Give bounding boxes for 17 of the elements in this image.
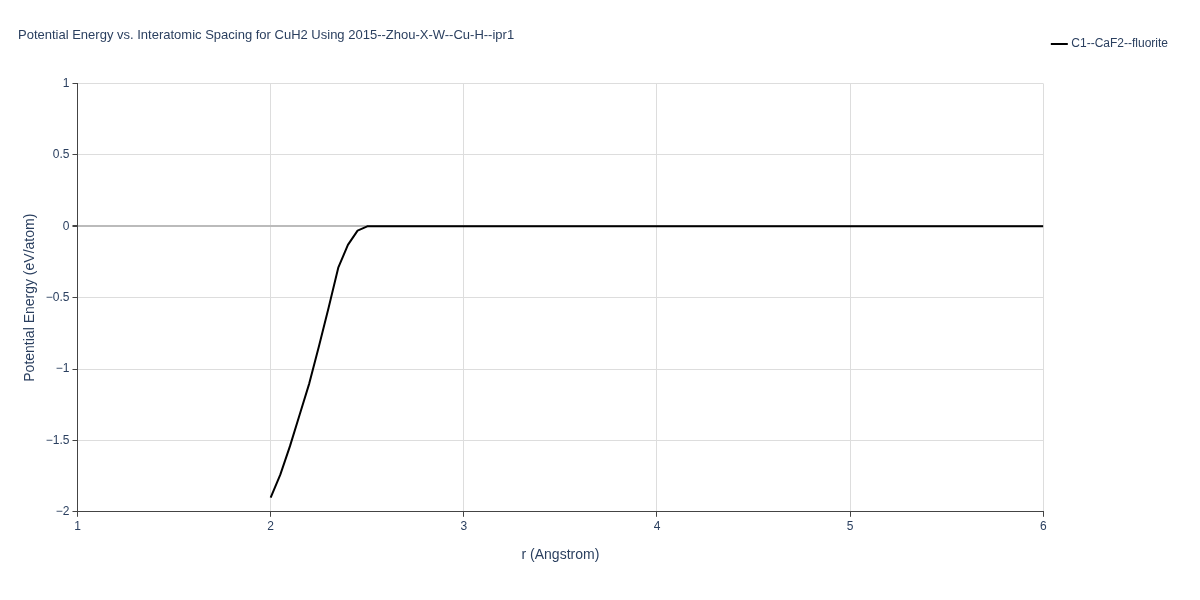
- y-tick-label: −2: [55, 504, 70, 519]
- x-tick-label: 1: [74, 519, 82, 534]
- x-axis-title: r (Angstrom): [521, 546, 600, 563]
- y-tick-label: 0.5: [52, 147, 70, 162]
- y-tick-label: −1.5: [45, 432, 70, 447]
- legend-label: C1--CaF2--fluorite: [1071, 36, 1169, 51]
- x-tick-label: 4: [653, 519, 661, 534]
- x-tick-label: 5: [846, 519, 854, 534]
- y-tick-label: −1: [55, 361, 70, 376]
- x-tick-label: 2: [267, 519, 275, 534]
- y-tick-label: −0.5: [45, 290, 70, 305]
- x-tick-label: 3: [460, 519, 468, 534]
- y-tick-label: 1: [62, 75, 70, 90]
- x-tick-label: 6: [1039, 519, 1047, 534]
- y-tick-label: 0: [62, 218, 70, 233]
- y-axis-title: Potential Energy (eV/atom): [21, 213, 38, 382]
- chart-title: Potential Energy vs. Interatomic Spacing for CuH2 Using 2015--Zhou-X-W--Cu-H--ipr1: [18, 27, 515, 43]
